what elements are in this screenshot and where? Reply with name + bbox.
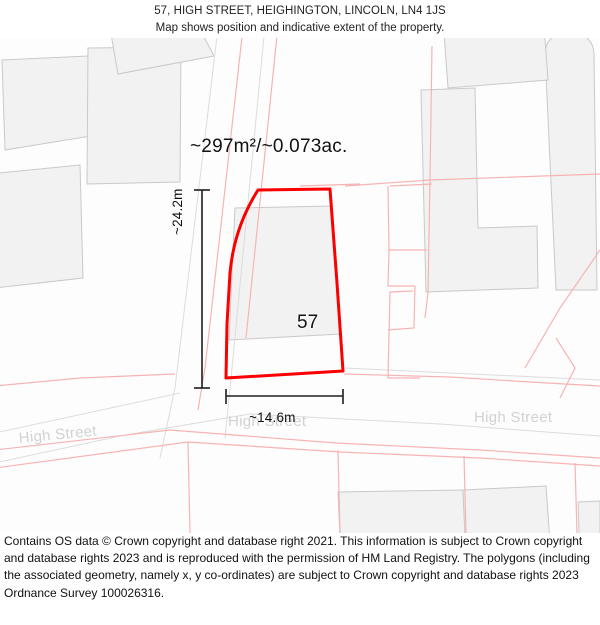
building-polygon	[577, 500, 600, 533]
building-polygon	[462, 485, 550, 533]
parcel-boundary	[337, 449, 341, 533]
horizontal-dimension-label: ~14.6m	[249, 410, 296, 425]
parcel-boundary	[387, 285, 416, 331]
parcel-boundary	[387, 249, 415, 287]
plot-number-label: 57	[297, 312, 319, 333]
parcel-boundary	[524, 249, 600, 369]
page-subtitle: Map shows position and indicative extent…	[155, 22, 445, 34]
parcel-boundary	[463, 455, 467, 533]
parcel-boundary	[387, 290, 420, 379]
copyright-text: Contains OS data © Crown copyright and d…	[4, 534, 590, 600]
parcel-boundary	[245, 38, 278, 339]
road-edge	[344, 367, 600, 381]
property-map[interactable]: High Street High Street High Street ~297…	[0, 38, 600, 533]
road-layer	[0, 38, 600, 463]
parcel-boundary	[0, 373, 176, 387]
vertical-dimension-label: ~24.2m	[170, 188, 185, 235]
building-polygon	[1, 55, 98, 151]
property-outline[interactable]	[224, 187, 345, 380]
parcel-boundary	[299, 183, 361, 187]
parcel-boundary	[389, 183, 433, 187]
building-polygon	[443, 38, 549, 89]
page-title: 57, HIGH STREET, HEIGHINGTON, LINCOLN, L…	[154, 5, 446, 17]
building-layer	[0, 38, 600, 533]
building-polygon	[0, 164, 84, 288]
parcel-boundary	[197, 38, 243, 411]
parcel-boundary	[0, 429, 600, 459]
street-label-high-street-right: High Street	[474, 409, 553, 426]
road-edge	[159, 38, 218, 459]
parcel-boundary	[424, 45, 433, 319]
building-rounded	[544, 38, 598, 291]
parcel-boundary	[574, 462, 578, 533]
area-label: ~297m²/~0.073ac.	[190, 136, 348, 157]
road-edge	[224, 38, 265, 439]
copyright-footer: Contains OS data © Crown copyright and d…	[0, 533, 600, 602]
parcel-boundary	[555, 337, 576, 399]
street-label-high-street-middle: High Street	[228, 413, 307, 430]
building-polygon-l-shape	[420, 87, 539, 293]
parcel-boundary	[343, 373, 600, 387]
map-header: 57, HIGH STREET, HEIGHINGTON, LINCOLN, L…	[0, 0, 600, 38]
building-polygon	[337, 489, 466, 533]
parcel-boundary	[187, 441, 191, 533]
dimension-bars	[194, 189, 344, 404]
map-canvas	[0, 38, 600, 533]
parcel-boundary-layer	[0, 38, 600, 533]
road-edge	[0, 392, 181, 433]
parcel-boundary	[0, 441, 600, 468]
road-edge	[0, 413, 600, 463]
building-polygon	[111, 38, 215, 75]
